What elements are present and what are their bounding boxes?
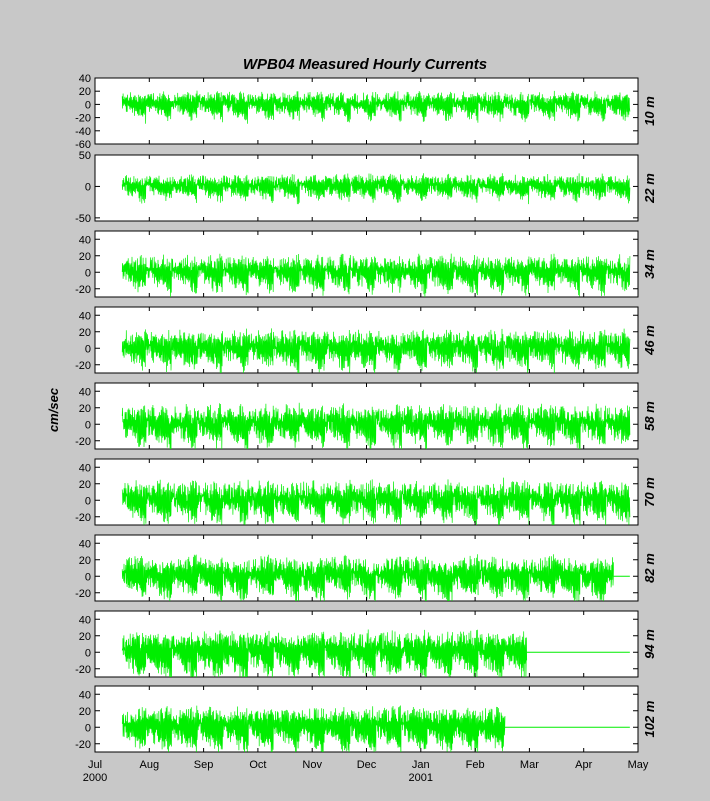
depth-label: 34 m <box>642 249 657 279</box>
y-tick-label: 0 <box>85 419 91 431</box>
x-tick-label: Nov <box>302 759 322 771</box>
y-tick-label: -60 <box>75 139 91 151</box>
current-series-6 <box>121 477 631 525</box>
panel-7: 40 20 0 -20 82 m <box>75 534 657 602</box>
y-tick-label: 20 <box>79 706 91 718</box>
y-tick-label: 0 <box>85 343 91 355</box>
panel-5: 40 20 0 -20 58 m <box>75 382 657 450</box>
y-tick-label: 20 <box>79 251 91 263</box>
y-tick-label: 40 <box>79 234 91 246</box>
y-tick-label: 0 <box>85 267 91 279</box>
panel-2: 50 0 -50 22 m <box>75 150 657 225</box>
x-tick-label: Dec <box>357 759 377 771</box>
y-tick-label: 20 <box>79 555 91 567</box>
x-tick-label: Jan <box>412 759 430 771</box>
y-tick-label: 0 <box>85 99 91 111</box>
y-tick-label: 0 <box>85 181 91 193</box>
depth-label: 22 m <box>642 173 657 204</box>
y-tick-label: 20 <box>79 403 91 415</box>
y-tick-label: 0 <box>85 495 91 507</box>
current-series-8 <box>121 629 528 677</box>
x-axis: Jul Aug Sep Oct Nov Dec Jan Feb Mar Apr May 2000 200… <box>83 759 649 784</box>
panel-4: 40 20 0 -20 46 m <box>75 306 657 374</box>
y-tick-label: -40 <box>75 126 91 138</box>
panel-6: 40 20 0 -20 70 m <box>75 458 657 526</box>
current-series-2 <box>121 173 631 205</box>
y-tick-label: 20 <box>79 86 91 98</box>
current-series-5 <box>121 402 631 449</box>
y-tick-label: 20 <box>79 631 91 643</box>
current-series-1 <box>121 90 631 124</box>
x-tick-label: May <box>628 759 649 771</box>
depth-label: 10 m <box>642 96 657 126</box>
x-tick-label: Jul <box>88 759 102 771</box>
y-tick-label: 0 <box>85 571 91 583</box>
depth-label: 94 m <box>642 629 657 659</box>
depth-label: 58 m <box>642 401 657 431</box>
depth-label: 70 m <box>642 477 657 507</box>
x-tick-label: Mar <box>520 759 539 771</box>
current-series-4 <box>121 328 631 373</box>
y-tick-label: 40 <box>79 614 91 626</box>
panel-3: 40 20 0 -20 34 m <box>75 230 657 298</box>
panel-8: 40 20 0 -20 94 m <box>75 610 657 678</box>
chart-title: WPB04 Measured Hourly Currents <box>243 56 487 73</box>
x-tick-label: Apr <box>575 759 592 771</box>
y-tick-label: -20 <box>75 113 91 125</box>
x-year-label: 2000 <box>83 772 107 784</box>
x-tick-label: Sep <box>194 759 214 771</box>
y-tick-label: -20 <box>75 436 91 448</box>
x-year-label: 2001 <box>409 772 433 784</box>
x-tick-label: Oct <box>249 759 266 771</box>
y-tick-label: 0 <box>85 647 91 659</box>
x-tick-label: Feb <box>466 759 485 771</box>
panel-9: 40 20 0 -20 102 m <box>75 685 657 753</box>
y-tick-label: 40 <box>79 538 91 550</box>
y-tick-label: -20 <box>75 588 91 600</box>
y-tick-label: 40 <box>79 689 91 701</box>
y-tick-label: -20 <box>75 284 91 296</box>
current-series-7 <box>121 554 614 601</box>
current-series-9 <box>121 705 506 752</box>
y-tick-label: -50 <box>75 213 91 225</box>
y-tick-label: -20 <box>75 739 91 751</box>
current-series-3 <box>121 253 631 297</box>
y-tick-label: -20 <box>75 512 91 524</box>
y-tick-label: 0 <box>85 722 91 734</box>
x-tick-label: Aug <box>140 759 160 771</box>
y-tick-label: 40 <box>79 73 91 85</box>
depth-label: 46 m <box>642 325 657 356</box>
y-tick-label: 50 <box>79 150 91 162</box>
y-tick-label: 40 <box>79 386 91 398</box>
y-tick-label: -20 <box>75 360 91 372</box>
y-axis-label: cm/sec <box>46 387 61 432</box>
y-tick-label: 20 <box>79 327 91 339</box>
y-tick-label: -20 <box>75 664 91 676</box>
y-tick-label: 40 <box>79 310 91 322</box>
y-tick-label: 20 <box>79 479 91 491</box>
depth-label: 102 m <box>642 700 657 737</box>
y-tick-label: 40 <box>79 462 91 474</box>
depth-label: 82 m <box>642 553 657 583</box>
